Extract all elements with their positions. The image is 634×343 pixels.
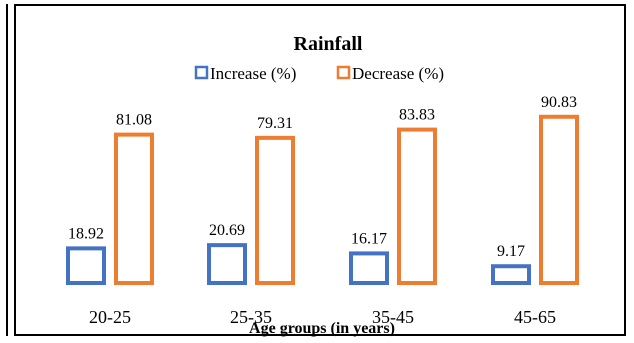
bar-increase-25-35 (207, 243, 247, 285)
bar-increase-20-25 (66, 246, 106, 286)
value-labels-group: 18.92 81.08 20.69 79.31 16.17 83.83 9.17 90.83 (68, 94, 577, 260)
value-label-decrease-45-65: 90.83 (541, 94, 577, 111)
bar-increase-35-45 (349, 251, 389, 286)
legend-swatch-decrease (336, 65, 351, 80)
value-label-decrease-20-25: 81.08 (116, 112, 152, 129)
x-tick-labels: 20-25 25-35 35-45 45-65 (89, 307, 556, 327)
legend-label-increase: Increase (%) (210, 64, 296, 83)
bar-decrease-45-65 (539, 114, 579, 285)
x-axis-label: Age groups (in years) (249, 320, 395, 337)
bar-decrease-35-45 (397, 127, 437, 285)
legend-label-decrease: Decrease (%) (352, 64, 444, 83)
left-border-line (6, 4, 8, 336)
value-label-increase-20-25: 18.92 (68, 225, 104, 242)
x-tick-20-25: 20-25 (89, 307, 131, 327)
value-label-increase-35-45: 16.17 (351, 230, 387, 247)
value-label-decrease-35-45: 83.83 (399, 107, 435, 124)
value-label-increase-25-35: 20.69 (209, 222, 245, 239)
legend: Increase (%) Decrease (%) (194, 64, 444, 83)
bars-group (66, 114, 579, 286)
legend-swatch-increase (194, 65, 209, 80)
x-tick-25-35: 25-35 (230, 307, 272, 327)
bar-decrease-25-35 (255, 135, 295, 285)
x-tick-45-65: 45-65 (514, 307, 556, 327)
x-tick-35-45: 35-45 (372, 307, 414, 327)
value-label-decrease-25-35: 79.31 (257, 115, 293, 132)
bar-decrease-20-25 (114, 132, 154, 285)
bar-increase-45-65 (491, 264, 531, 286)
value-label-increase-45-65: 9.17 (497, 243, 525, 260)
chart-title: Rainfall (294, 33, 363, 55)
